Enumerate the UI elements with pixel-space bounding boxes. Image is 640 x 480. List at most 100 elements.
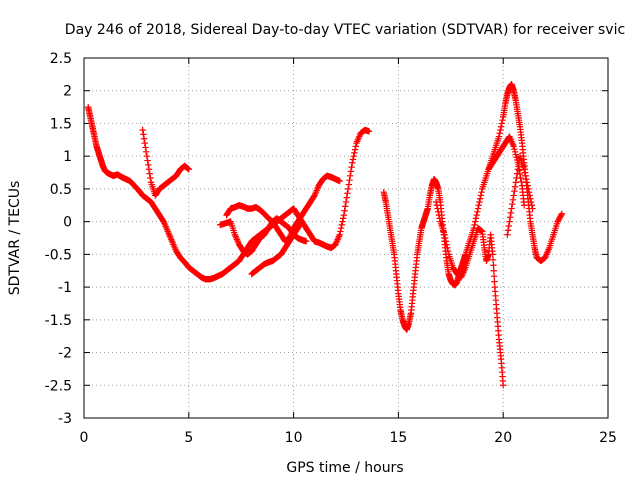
data-point — [344, 190, 351, 197]
series-c — [223, 172, 343, 245]
data-point — [435, 211, 443, 219]
data-point — [511, 183, 519, 190]
data-point — [346, 172, 354, 180]
data-point — [474, 208, 481, 216]
data-point — [513, 174, 520, 182]
data-point — [146, 170, 153, 177]
data-point — [513, 170, 521, 177]
data-point — [302, 238, 310, 245]
data-point — [140, 131, 147, 138]
data-point — [489, 256, 497, 264]
data-point — [495, 133, 503, 140]
data-point — [350, 152, 357, 160]
data-point — [476, 195, 484, 202]
data-point — [441, 231, 448, 238]
data-point — [139, 126, 146, 134]
gridlines — [84, 58, 608, 418]
data-point — [185, 166, 192, 173]
data-point — [524, 182, 531, 189]
data-point — [338, 221, 346, 229]
data-point — [444, 244, 451, 252]
data-point — [339, 218, 346, 225]
data-point — [508, 205, 515, 212]
data-point — [505, 222, 512, 230]
series-g — [432, 198, 482, 281]
data-point — [351, 146, 359, 153]
data-point — [344, 185, 352, 193]
data-point — [140, 135, 148, 142]
data-point — [516, 167, 523, 174]
series-h — [474, 224, 507, 389]
data-point — [497, 126, 504, 134]
x-tick-label: 10 — [285, 430, 303, 446]
data-point — [442, 238, 450, 245]
data-point — [141, 139, 148, 147]
data-point — [477, 192, 485, 199]
data-point — [298, 219, 305, 226]
y-tick-label: -1 — [58, 280, 72, 296]
data-point — [352, 143, 359, 150]
data-point — [337, 224, 345, 232]
data-point — [340, 211, 348, 219]
series-i — [485, 133, 528, 209]
data-point — [474, 205, 482, 212]
y-tick-label: -2.5 — [45, 378, 72, 394]
data-point — [520, 166, 528, 173]
data-point — [509, 196, 517, 204]
data-point — [342, 198, 350, 206]
data-point — [436, 215, 443, 222]
data-point — [145, 166, 153, 173]
data-point — [142, 148, 150, 156]
y-tick-label: -1.5 — [45, 313, 72, 329]
data-point — [499, 116, 506, 124]
series-f — [380, 80, 566, 333]
series-b — [139, 126, 192, 199]
data-point — [434, 205, 441, 212]
data-point — [514, 166, 522, 173]
data-point — [298, 218, 306, 225]
data-point — [507, 209, 515, 217]
y-axis-label: SDTVAR / TECUs — [7, 181, 23, 296]
series-d — [217, 215, 310, 258]
series-a — [84, 103, 373, 283]
series-j — [504, 152, 536, 238]
y-tick-label: 0 — [63, 215, 72, 231]
y-tick-label: 2.5 — [50, 51, 72, 67]
data-point — [435, 208, 442, 216]
data-point — [529, 205, 536, 212]
data-point — [432, 198, 440, 206]
data-point — [491, 278, 498, 285]
data-point — [147, 174, 154, 182]
y-tick-label: 0.5 — [50, 182, 72, 198]
x-tick-label: 0 — [80, 430, 89, 446]
data-point — [523, 179, 531, 186]
data-point — [496, 130, 503, 137]
data-point — [365, 128, 373, 135]
data-point — [512, 179, 519, 186]
x-tick-label: 20 — [494, 430, 512, 446]
data-point — [472, 215, 480, 222]
data-point — [443, 241, 450, 248]
data-point — [349, 159, 356, 166]
data-point — [478, 188, 485, 196]
data-point — [472, 218, 479, 225]
data-point — [476, 198, 483, 206]
data-point — [504, 227, 512, 234]
y-tick-label: -3 — [58, 411, 72, 427]
data-point — [528, 202, 536, 209]
data-point — [142, 144, 149, 151]
y-tick-label: -0.5 — [45, 247, 72, 263]
data-point — [337, 228, 344, 235]
data-point — [340, 215, 347, 222]
x-tick-label: 15 — [389, 430, 407, 446]
data-point — [348, 163, 355, 171]
data-point — [346, 176, 353, 184]
data-point — [144, 157, 151, 164]
data-point — [521, 169, 529, 176]
data-point — [444, 247, 452, 255]
data-point — [525, 185, 532, 193]
data-point — [497, 123, 505, 130]
data-point — [526, 192, 533, 199]
data-point — [520, 202, 528, 209]
